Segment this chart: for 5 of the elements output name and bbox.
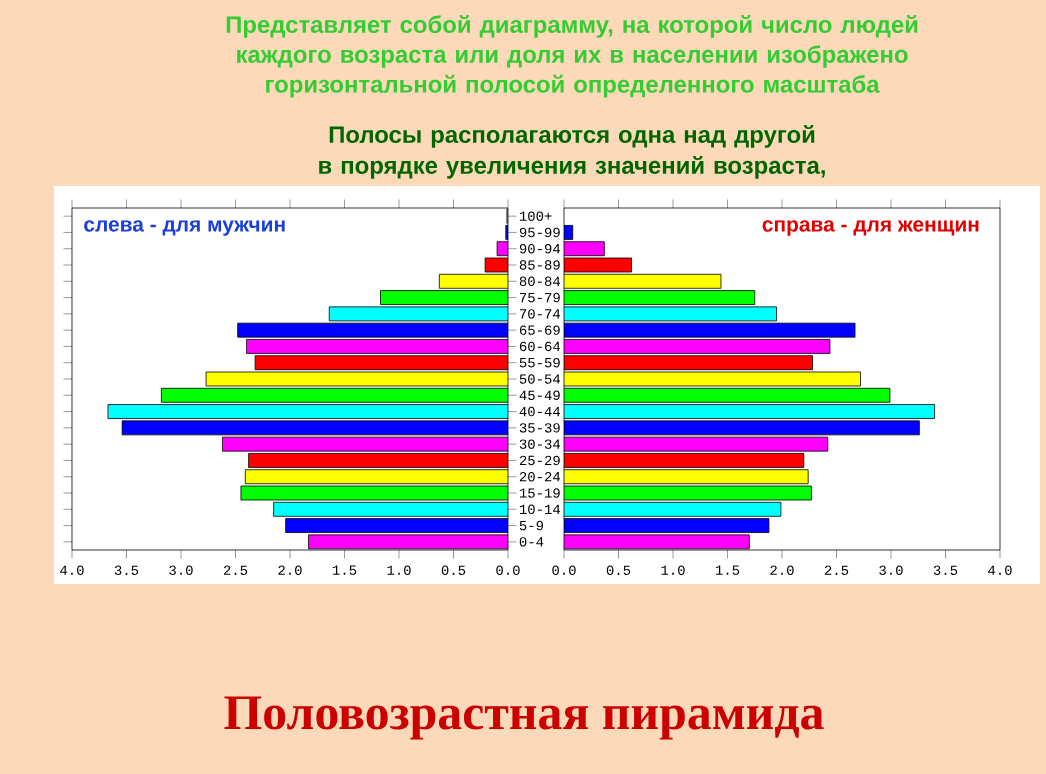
annotation: справа - для женщин	[762, 220, 979, 236]
text: Половозрастная пирамида	[224, 696, 824, 740]
annotation: слева - для мужчин	[84, 220, 285, 236]
text: Представляет собой диаграмму, на которой число людей каждого возраста или доля их в населении изображено горизонтальной полосой определенного масштаба	[226, 15, 918, 98]
text: Полосы располагаются одна над другой в порядке увеличения значений возраста,	[319, 125, 825, 179]
